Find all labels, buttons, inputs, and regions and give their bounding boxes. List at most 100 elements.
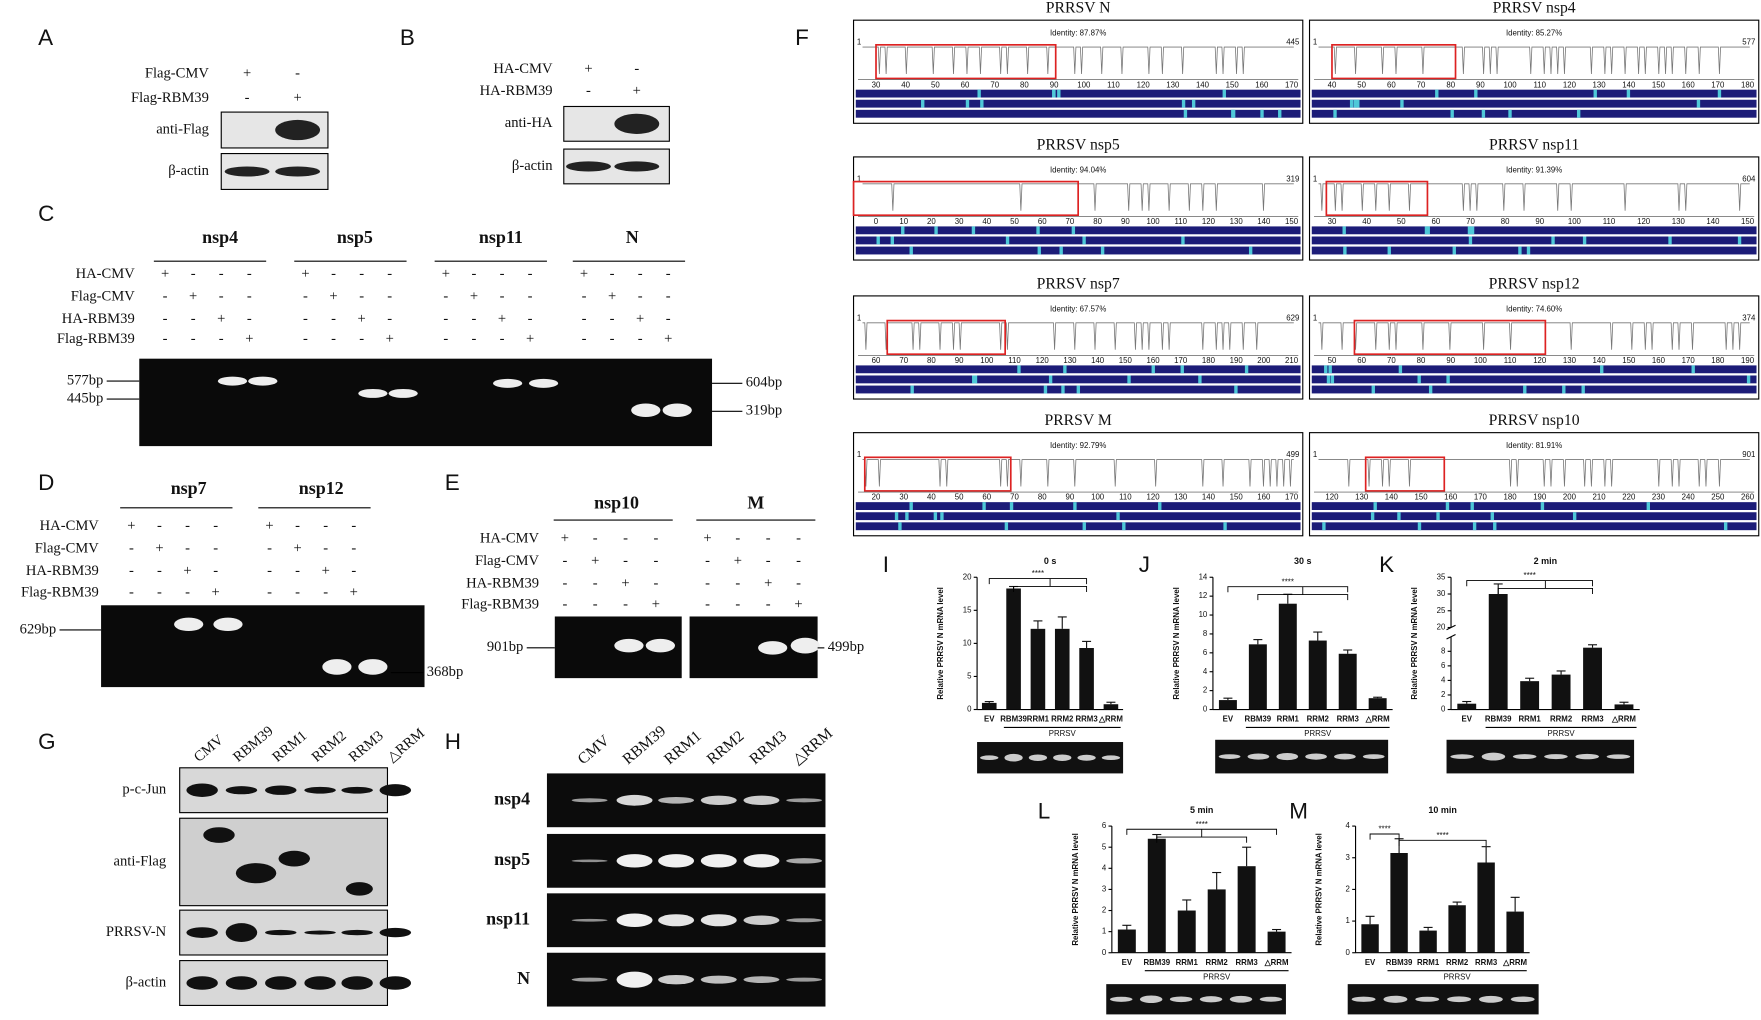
sign: -: [528, 266, 533, 282]
sign: -: [472, 331, 477, 347]
mismatch: [1474, 89, 1478, 98]
y-tick-label: 0: [1203, 705, 1208, 714]
axis-tick-label: 180: [1202, 356, 1216, 365]
sign: -: [191, 266, 196, 282]
sign: +: [633, 83, 641, 99]
mismatch: [1326, 375, 1331, 384]
axis-tick-label: 110: [1119, 493, 1132, 502]
panel-label: B: [400, 25, 415, 50]
alignment-title: PRRSV nsp4: [1493, 0, 1576, 17]
mismatch: [1470, 502, 1474, 510]
bar: [1147, 838, 1166, 953]
sign: -: [303, 331, 308, 347]
bar: [1520, 681, 1540, 710]
condition-label: HA-RBM39: [26, 563, 99, 579]
mismatch: [1593, 89, 1597, 98]
gel-band: [1199, 996, 1223, 1003]
identity: Identity: 81.91%: [1506, 441, 1562, 450]
band: [341, 786, 373, 794]
sign: -: [185, 541, 190, 557]
error-bar: [984, 701, 994, 703]
error-bar: [1212, 871, 1222, 890]
band: [614, 113, 660, 134]
gene-label: N: [626, 227, 639, 247]
axis-tick-label: 130: [1166, 80, 1180, 89]
gene-label: N: [517, 968, 530, 988]
mismatch: [1328, 365, 1332, 374]
condition-label: Flag-CMV: [475, 553, 540, 569]
x-tick-label: △RRM: [1365, 715, 1390, 724]
sign: +: [580, 266, 588, 282]
condition-label: Flag-RBM39: [57, 331, 135, 347]
seq-end: 319: [1286, 174, 1299, 183]
axis-tick-label: 90: [1535, 217, 1544, 226]
sign: +: [217, 311, 225, 327]
band: [265, 785, 297, 795]
band: [388, 388, 418, 398]
size-marker: 604bp: [746, 375, 782, 391]
mismatch: [1370, 512, 1375, 521]
sign: -: [303, 288, 308, 304]
seq-end: 577: [1742, 38, 1755, 47]
mismatch: [1353, 99, 1358, 108]
mismatch: [1260, 109, 1264, 118]
seq-start: 1: [857, 38, 861, 47]
mismatch: [1445, 502, 1450, 510]
bar: [1477, 862, 1495, 953]
sign: -: [351, 518, 356, 534]
y-tick-label: 2: [1102, 906, 1106, 915]
axis-tick-label: 150: [1741, 217, 1755, 226]
axis-tick-label: 70: [899, 356, 908, 365]
error-bar: [1272, 928, 1282, 932]
sign: +: [386, 331, 394, 347]
axis-tick-label: 190: [1533, 493, 1547, 502]
gel-band: [1139, 995, 1163, 1004]
sign: -: [443, 288, 448, 304]
y-tick-label: 10: [963, 638, 972, 647]
y-tick-label: 4: [1441, 676, 1446, 685]
mismatch: [1333, 109, 1337, 118]
panel-label: F: [795, 25, 809, 50]
sign: +: [794, 597, 802, 613]
axis-tick-label: 130: [1174, 493, 1188, 502]
error-bar: [1452, 901, 1462, 906]
sign: -: [191, 331, 196, 347]
sequence-row: [855, 512, 1301, 521]
y-tick-label: 0: [967, 705, 972, 714]
bar: [1054, 628, 1070, 710]
band: [662, 403, 692, 417]
mismatch: [1342, 226, 1346, 235]
gel-band: [1259, 996, 1283, 1002]
band: [322, 659, 352, 675]
band: [224, 166, 270, 177]
sign: -: [653, 575, 658, 591]
highlight: [852, 180, 1080, 217]
highlight: [886, 319, 1007, 356]
x-tick-label: EV: [1462, 715, 1473, 724]
y-tick-label: 3: [1102, 885, 1107, 894]
axis-tick-label: 20: [872, 493, 881, 502]
y-tick-label: 20: [1437, 623, 1446, 632]
x-tick-label: RRM3: [1235, 958, 1258, 967]
sign: -: [323, 584, 328, 600]
band: [265, 976, 297, 990]
mismatch: [1737, 236, 1742, 245]
bar: [1117, 929, 1136, 953]
y-tick-label: 4: [1346, 821, 1351, 830]
gel: [1347, 984, 1539, 1015]
x-tick-label: RRM2: [1307, 715, 1330, 724]
x-tick-label: EV: [1223, 715, 1234, 724]
x-tick-label: RRM2: [1550, 715, 1573, 724]
gel-band: [1004, 753, 1023, 762]
sequence-row: [855, 109, 1301, 118]
mismatch: [1082, 522, 1086, 531]
sign: -: [610, 331, 615, 347]
mismatch: [1572, 512, 1577, 521]
lane-label: RRM3: [746, 727, 790, 768]
gene-label: nsp5: [494, 849, 530, 869]
mismatch: [921, 99, 925, 108]
mismatch: [1526, 246, 1531, 255]
condition-label: Flag-RBM39: [21, 584, 99, 600]
axis-tick-label: 160: [1652, 356, 1666, 365]
highlight: [863, 456, 1012, 492]
